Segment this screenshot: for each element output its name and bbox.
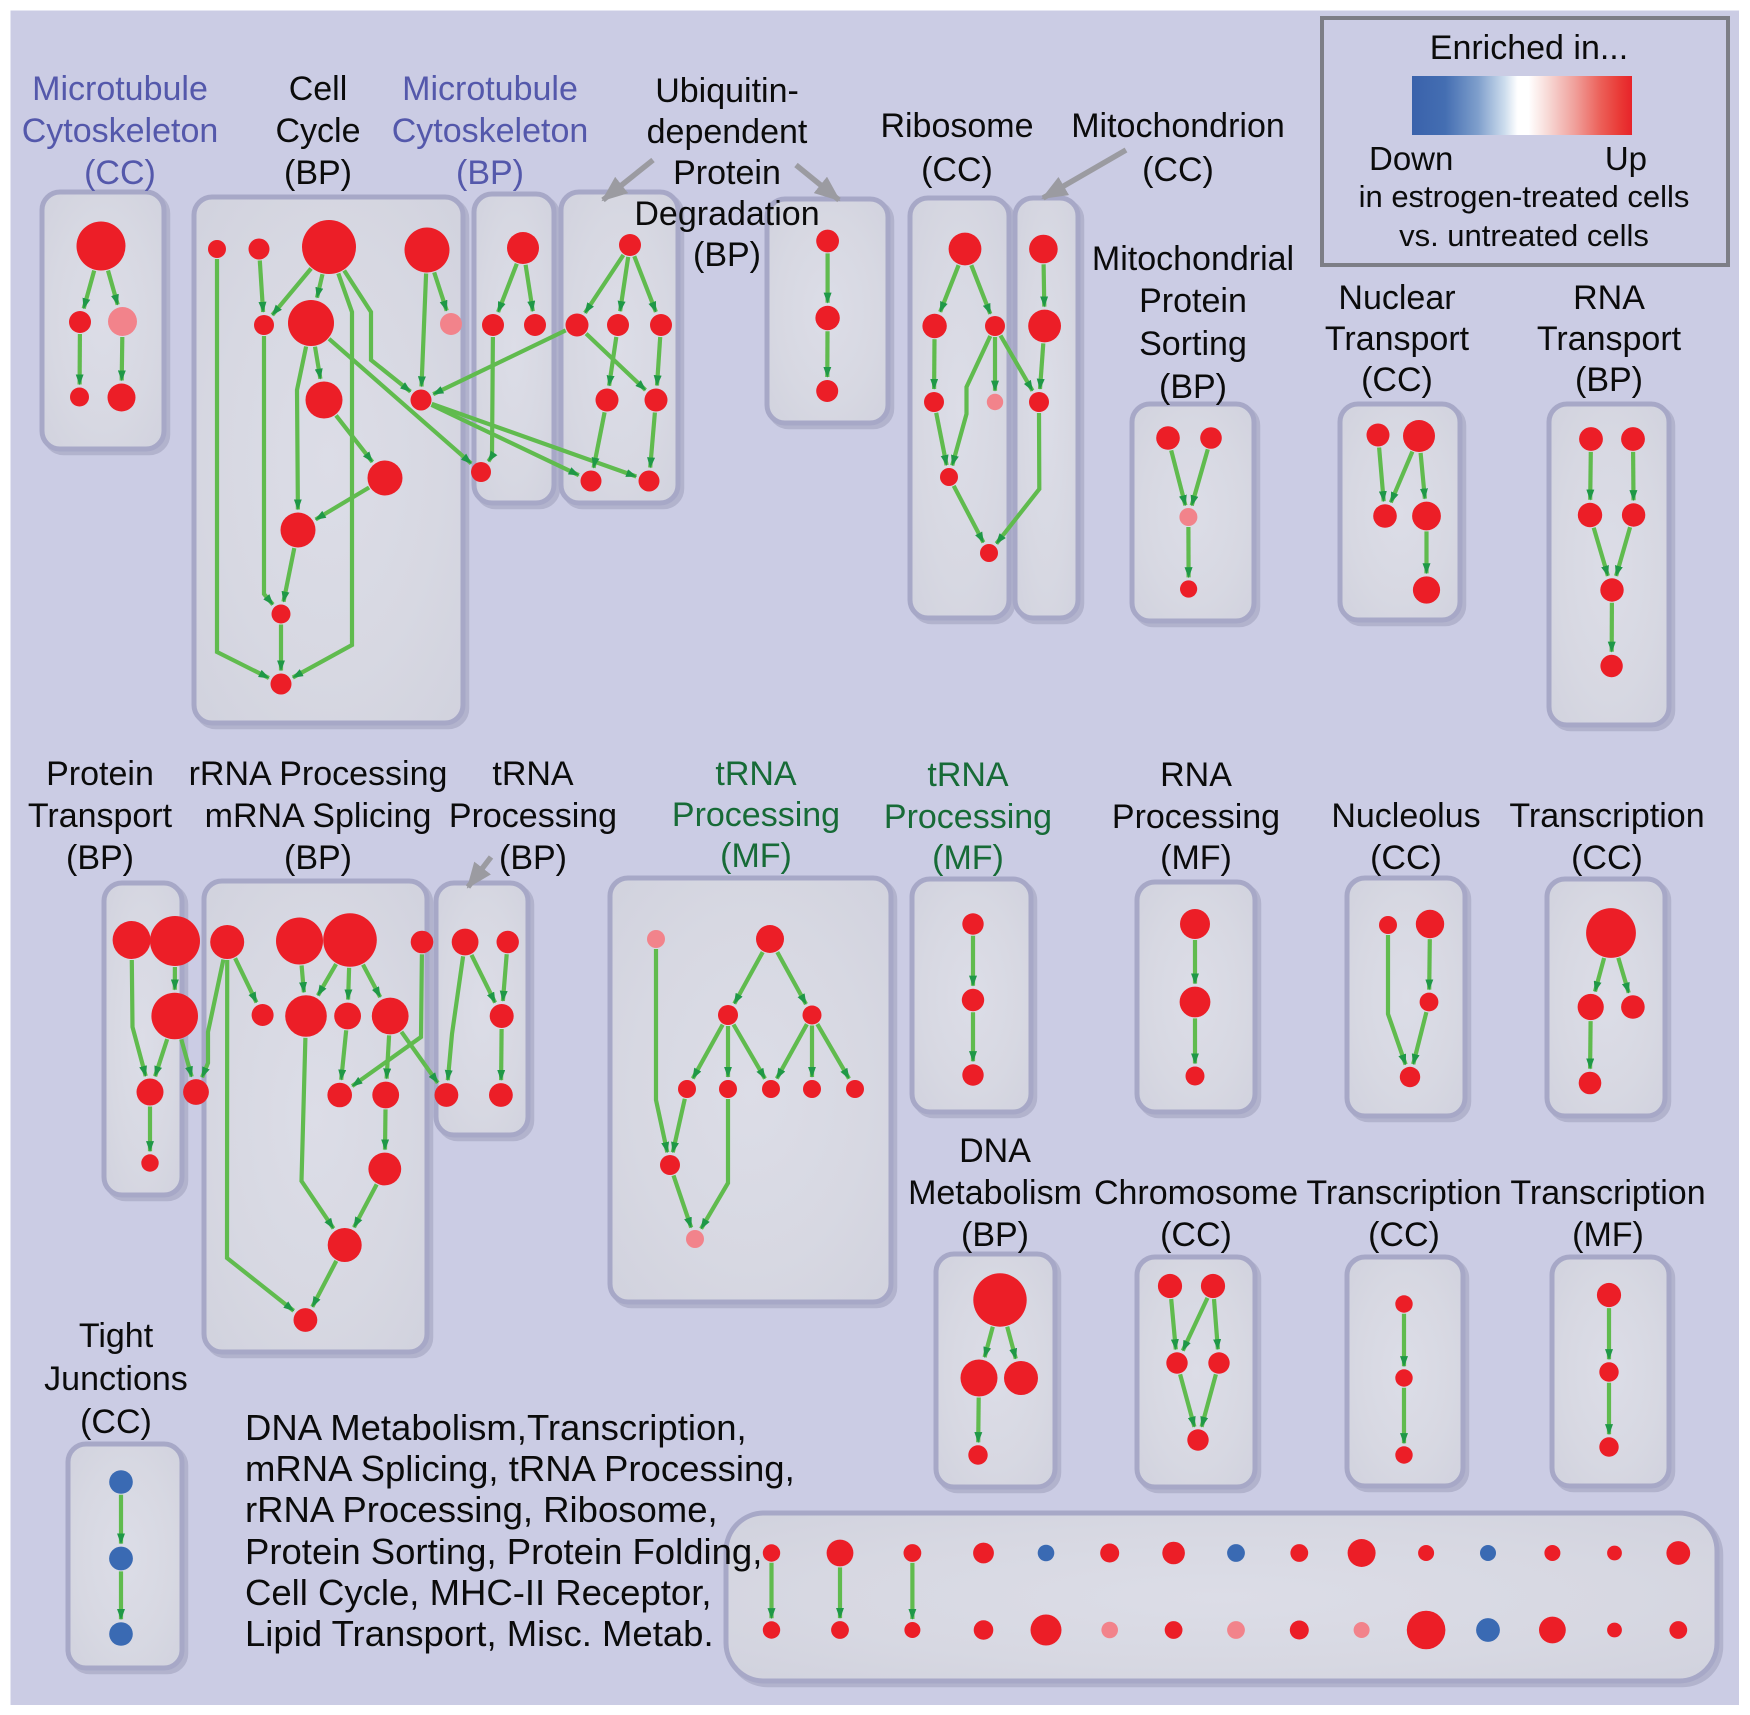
svg-text:Mitochondrion(CC): Mitochondrion (CC) xyxy=(1071,107,1285,189)
svg-text:Ribosome(CC): Ribosome (CC) xyxy=(880,107,1033,189)
svg-text:Chromosome(CC): Chromosome (CC) xyxy=(1094,1174,1298,1254)
svg-text:Nucleolus(CC): Nucleolus (CC) xyxy=(1331,797,1480,877)
svg-text:Down: Down xyxy=(1369,140,1453,177)
svg-text:Transcription(CC): Transcription (CC) xyxy=(1306,1174,1501,1254)
svg-text:in estrogen-treated cells: in estrogen-treated cells xyxy=(1359,179,1690,214)
svg-text:DNA Metabolism,Transcription,m: DNA Metabolism,Transcription, mRNA Splici… xyxy=(245,1407,795,1654)
svg-text:Up: Up xyxy=(1605,140,1647,177)
svg-text:Transcription(MF): Transcription (MF) xyxy=(1510,1174,1705,1254)
svg-text:Transcription(CC): Transcription (CC) xyxy=(1509,797,1704,877)
svg-text:Enriched in...: Enriched in... xyxy=(1430,29,1628,67)
svg-text:vs. untreated cells: vs. untreated cells xyxy=(1399,218,1649,253)
